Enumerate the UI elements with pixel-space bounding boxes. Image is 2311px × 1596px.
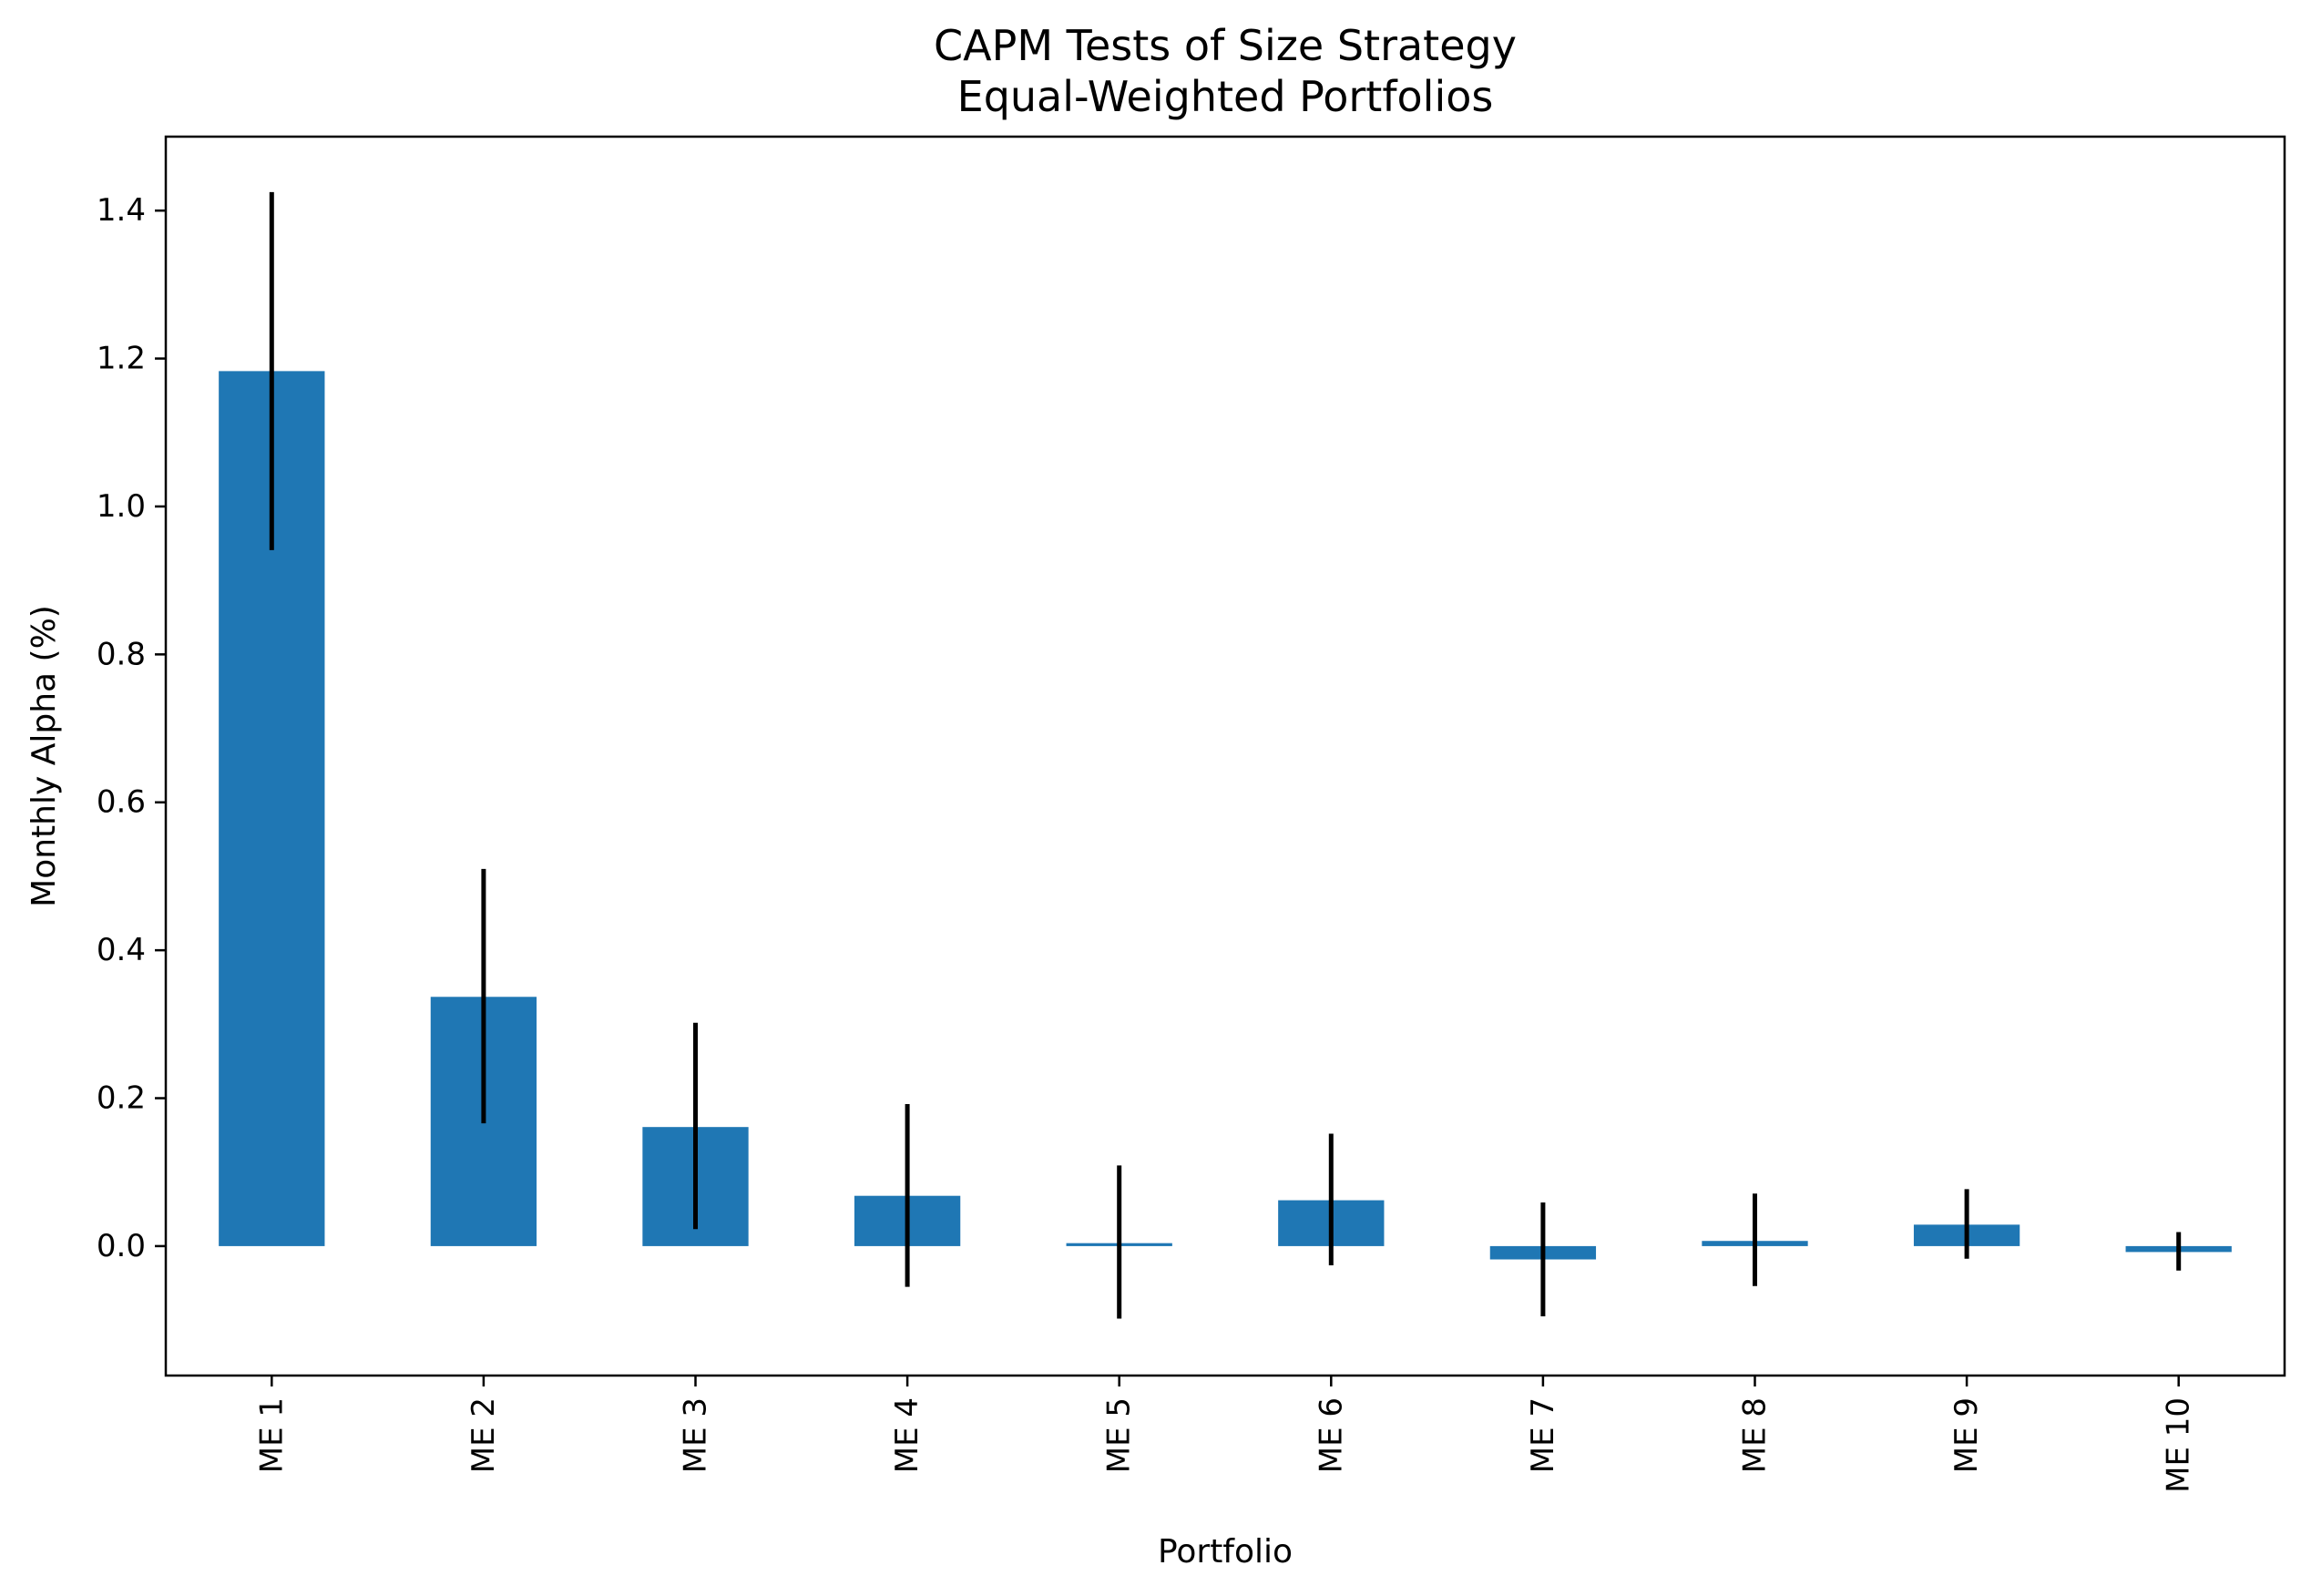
x-tick-label-3: ME 3 [678, 1397, 714, 1473]
y-tick-label-6: 1.0 [97, 488, 146, 525]
x-tick-label-8: ME 8 [1737, 1397, 1774, 1473]
chart-title-line-1: CAPM Tests of Size Strategy [934, 21, 1517, 70]
x-tick-label-4: ME 4 [889, 1397, 925, 1473]
x-axis-label: Portfolio [1158, 1533, 1293, 1570]
y-tick-label-7: 1.2 [97, 341, 146, 377]
x-tick-label-10: ME 10 [2161, 1397, 2197, 1493]
y-tick-label-3: 0.4 [97, 932, 146, 968]
x-axis-ticks: ME 1 ME 2 ME 3 ME 4 ME 5 ME 6 ME 7 ME 8 ME 9 ME 1… [253, 1376, 2197, 1493]
error-bars-group [269, 191, 2182, 1319]
x-tick-label-6: ME 6 [1313, 1397, 1349, 1473]
x-tick-label-1: ME 1 [253, 1397, 290, 1473]
x-tick-label-2: ME 2 [465, 1397, 502, 1473]
x-tick-label-9: ME 9 [1948, 1397, 1985, 1473]
y-tick-label-5: 0.8 [97, 636, 146, 672]
plot-frame [164, 135, 2286, 1377]
x-tick-label-7: ME 7 [1525, 1397, 1561, 1473]
y-axis-label: Monthly Alpha (%) [26, 605, 63, 907]
y-tick-label-1: 0.0 [97, 1228, 146, 1264]
x-tick-label-5: ME 5 [1101, 1397, 1138, 1473]
y-tick-label-4: 0.6 [97, 784, 146, 821]
bars-group [219, 371, 2232, 1260]
y-axis-ticks: 0.0 0.2 0.4 0.6 0.8 1.0 1.2 1.4 [97, 192, 166, 1264]
y-tick-label-2: 0.2 [97, 1080, 146, 1117]
chart-title-line-2: Equal-Weighted Portfolios [957, 72, 1494, 121]
y-tick-label-8: 1.4 [97, 192, 146, 229]
